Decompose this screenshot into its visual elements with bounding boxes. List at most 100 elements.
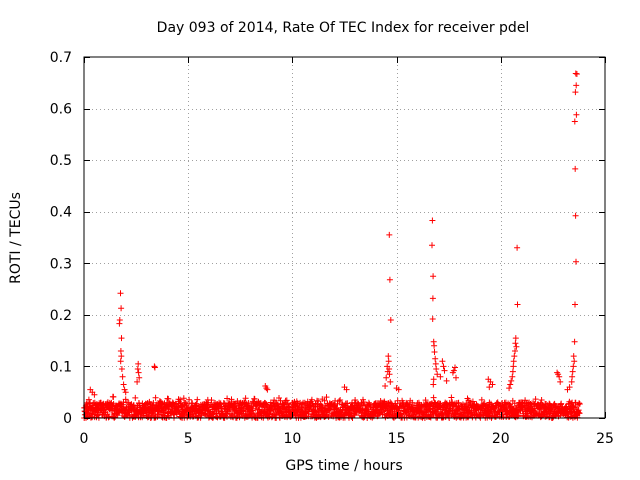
x-tick-label: 0 — [80, 431, 89, 447]
data-point — [386, 231, 393, 238]
data-point — [430, 381, 437, 388]
data-point — [385, 358, 392, 365]
y-tick-label: 0 — [63, 411, 72, 427]
data-point — [120, 381, 127, 388]
data-point — [134, 366, 141, 372]
data-point — [430, 394, 437, 401]
data-point — [571, 358, 578, 365]
data-point — [283, 397, 290, 404]
data-point — [576, 400, 583, 407]
data-point — [91, 391, 98, 398]
data-point — [433, 366, 440, 372]
y-tick-label: 0.2 — [50, 308, 72, 324]
data-point — [117, 348, 124, 354]
data-point — [183, 401, 190, 407]
data-point — [434, 371, 441, 378]
data-point — [572, 89, 579, 96]
data-point — [569, 373, 576, 380]
data-point — [573, 111, 580, 118]
data-point — [510, 363, 517, 370]
data-point — [532, 396, 539, 403]
data-point — [242, 395, 249, 402]
data-point — [248, 410, 255, 417]
data-point — [186, 396, 193, 403]
data-point — [395, 386, 402, 393]
data-point — [323, 394, 330, 401]
y-tick-label: 0.7 — [50, 50, 72, 66]
data-point — [118, 335, 125, 342]
data-point — [489, 381, 496, 388]
data-point — [432, 360, 439, 367]
data-point — [336, 398, 343, 405]
data-point — [152, 394, 159, 401]
data-point — [406, 412, 413, 419]
data-point — [114, 412, 121, 419]
data-point — [508, 403, 514, 410]
data-point — [193, 400, 200, 407]
data-point — [429, 242, 435, 249]
x-tick-label: 15 — [388, 431, 406, 447]
data-point — [224, 395, 231, 402]
data-point — [431, 349, 438, 355]
y-tick-label: 0.4 — [50, 205, 72, 221]
data-point — [537, 406, 544, 413]
data-point — [121, 386, 128, 393]
data-point — [486, 384, 493, 391]
y-tick-label: 0.1 — [50, 359, 72, 375]
data-point — [264, 386, 271, 393]
data-point — [429, 295, 436, 302]
data-point — [134, 378, 141, 385]
data-point — [387, 378, 394, 385]
data-point — [383, 374, 390, 381]
data-point — [118, 353, 125, 360]
grid — [84, 57, 605, 418]
data-point — [514, 244, 521, 251]
data-point — [509, 373, 516, 380]
data-point — [508, 377, 515, 384]
data-point — [208, 397, 215, 404]
x-tick-label: 10 — [283, 431, 301, 447]
data-point — [522, 397, 529, 404]
data-point — [441, 367, 448, 374]
data-point — [430, 273, 437, 280]
data-point — [576, 401, 583, 407]
data-point — [422, 397, 429, 404]
data-point — [449, 369, 456, 376]
data-point — [360, 399, 367, 405]
data-point — [315, 398, 322, 405]
data-point — [228, 396, 235, 403]
data-point — [117, 358, 124, 365]
data-point — [569, 368, 576, 375]
data-point — [538, 397, 545, 403]
data-point — [506, 385, 513, 392]
chart-title: Day 093 of 2014, Rate Of TEC Index for r… — [157, 20, 530, 36]
data-point — [118, 305, 125, 312]
data-point — [513, 343, 520, 350]
data-point — [215, 407, 222, 414]
data-point — [437, 373, 444, 380]
data-point — [386, 276, 393, 283]
data-point — [117, 290, 124, 297]
data-point — [343, 386, 350, 393]
x-tick-label: 20 — [492, 431, 510, 447]
data-point — [321, 397, 328, 404]
data-point — [387, 317, 394, 323]
data-point — [512, 335, 519, 342]
plot-frame — [83, 56, 606, 419]
data-point — [572, 165, 579, 172]
data-point — [118, 366, 125, 372]
data-point — [440, 363, 447, 370]
data-point — [509, 368, 516, 375]
data-point — [122, 396, 129, 403]
data-point — [180, 395, 187, 402]
data-point — [308, 396, 315, 403]
data-point — [452, 364, 458, 371]
data-point — [165, 395, 172, 402]
data-point — [429, 316, 436, 322]
y-tick-label: 0.3 — [50, 256, 72, 272]
y-tick-label: 0.5 — [50, 153, 72, 169]
data-point — [511, 353, 518, 360]
y-axis-label: ROTI / TECUs — [8, 192, 24, 284]
data-point — [429, 217, 436, 224]
